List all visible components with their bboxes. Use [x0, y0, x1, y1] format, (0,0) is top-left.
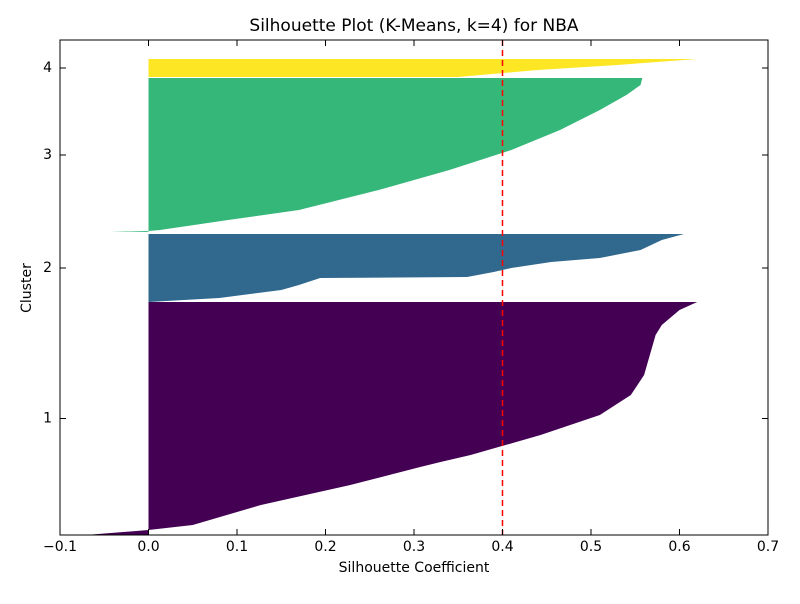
y-axis-label: Cluster: [19, 263, 35, 313]
x-tick-label: −0.1: [43, 539, 77, 555]
silhouette-area: [85, 302, 698, 535]
silhouette-area: [110, 78, 643, 232]
x-tick-label: 0.7: [757, 539, 779, 555]
x-tick-label: 0.1: [226, 539, 248, 555]
x-axis-label: Silhouette Coefficient: [339, 560, 490, 576]
x-tick-label: 0.4: [491, 539, 513, 555]
silhouette-area: [148, 59, 698, 77]
y-tick-label: 2: [43, 260, 52, 276]
x-tick-label: 0.2: [314, 539, 336, 555]
x-tick-label: 0.0: [137, 539, 159, 555]
y-tick-label: 4: [43, 60, 52, 76]
y-tick-label: 1: [43, 411, 52, 427]
x-tick-label: 0.5: [580, 539, 602, 555]
silhouette-area: [148, 234, 684, 302]
x-tick-label: 0.3: [403, 539, 425, 555]
x-tick-label: 0.6: [668, 539, 690, 555]
y-tick-label: 3: [43, 147, 52, 163]
chart-title: Silhouette Plot (K-Means, k=4) for NBA: [249, 16, 578, 36]
